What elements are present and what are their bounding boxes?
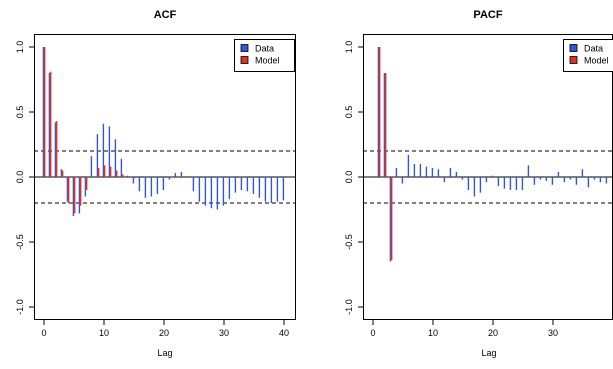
acf-title: ACF — [154, 9, 177, 21]
acf-xtick-label: 20 — [159, 328, 169, 338]
pacf-legend-swatch-data — [570, 45, 577, 52]
acf-legend-swatch-model — [241, 57, 248, 64]
acf-xtick-label: 10 — [99, 328, 109, 338]
pacf-ytick-label: -1.0 — [344, 299, 354, 315]
acf-ytick-label: -0.5 — [15, 234, 25, 250]
acf-ytick-label: 0.5 — [15, 106, 25, 119]
acf-ytick-label: 1.0 — [15, 41, 25, 54]
pacf-xtick-label: 30 — [548, 328, 558, 338]
pacf-legend-swatch-model — [570, 57, 577, 64]
pacf-xtick-label: 20 — [488, 328, 498, 338]
pacf-panel: PACF -1.0 -0.5 0.0 0.5 1.0 0 10 20 30 Lag Data Model — [344, 9, 613, 358]
pacf-legend-label-data: Data — [584, 44, 603, 54]
acf-ytick-label: 0.0 — [15, 171, 25, 184]
acf-legend-label-model: Model — [255, 56, 280, 66]
acf-xlabel: Lag — [157, 348, 172, 358]
acf-panel: ACF -1.0 -0.5 0.0 0.5 1.0 0 10 20 30 40 Lag Data Mode… — [15, 9, 296, 358]
acf-xtick-label: 0 — [41, 328, 46, 338]
pacf-xtick-label: 10 — [428, 328, 438, 338]
pacf-title: PACF — [473, 9, 502, 21]
pacf-legend: Data Model — [564, 40, 613, 72]
pacf-ytick-label: 0.5 — [344, 106, 354, 119]
pacf-xlabel: Lag — [481, 348, 496, 358]
acf-xtick-label: 40 — [279, 328, 289, 338]
acf-legend-label-data: Data — [255, 44, 274, 54]
pacf-xtick-label: 0 — [370, 328, 375, 338]
pacf-ytick-label: 0.0 — [344, 171, 354, 184]
pacf-ytick-label: 1.0 — [344, 41, 354, 54]
acf-xtick-label: 30 — [219, 328, 229, 338]
acf-legend: Data Model — [235, 40, 295, 72]
acf-legend-swatch-data — [241, 45, 248, 52]
acf-ytick-label: -1.0 — [15, 299, 25, 315]
pacf-legend-label-model: Model — [584, 56, 609, 66]
pacf-ytick-label: -0.5 — [344, 234, 354, 250]
